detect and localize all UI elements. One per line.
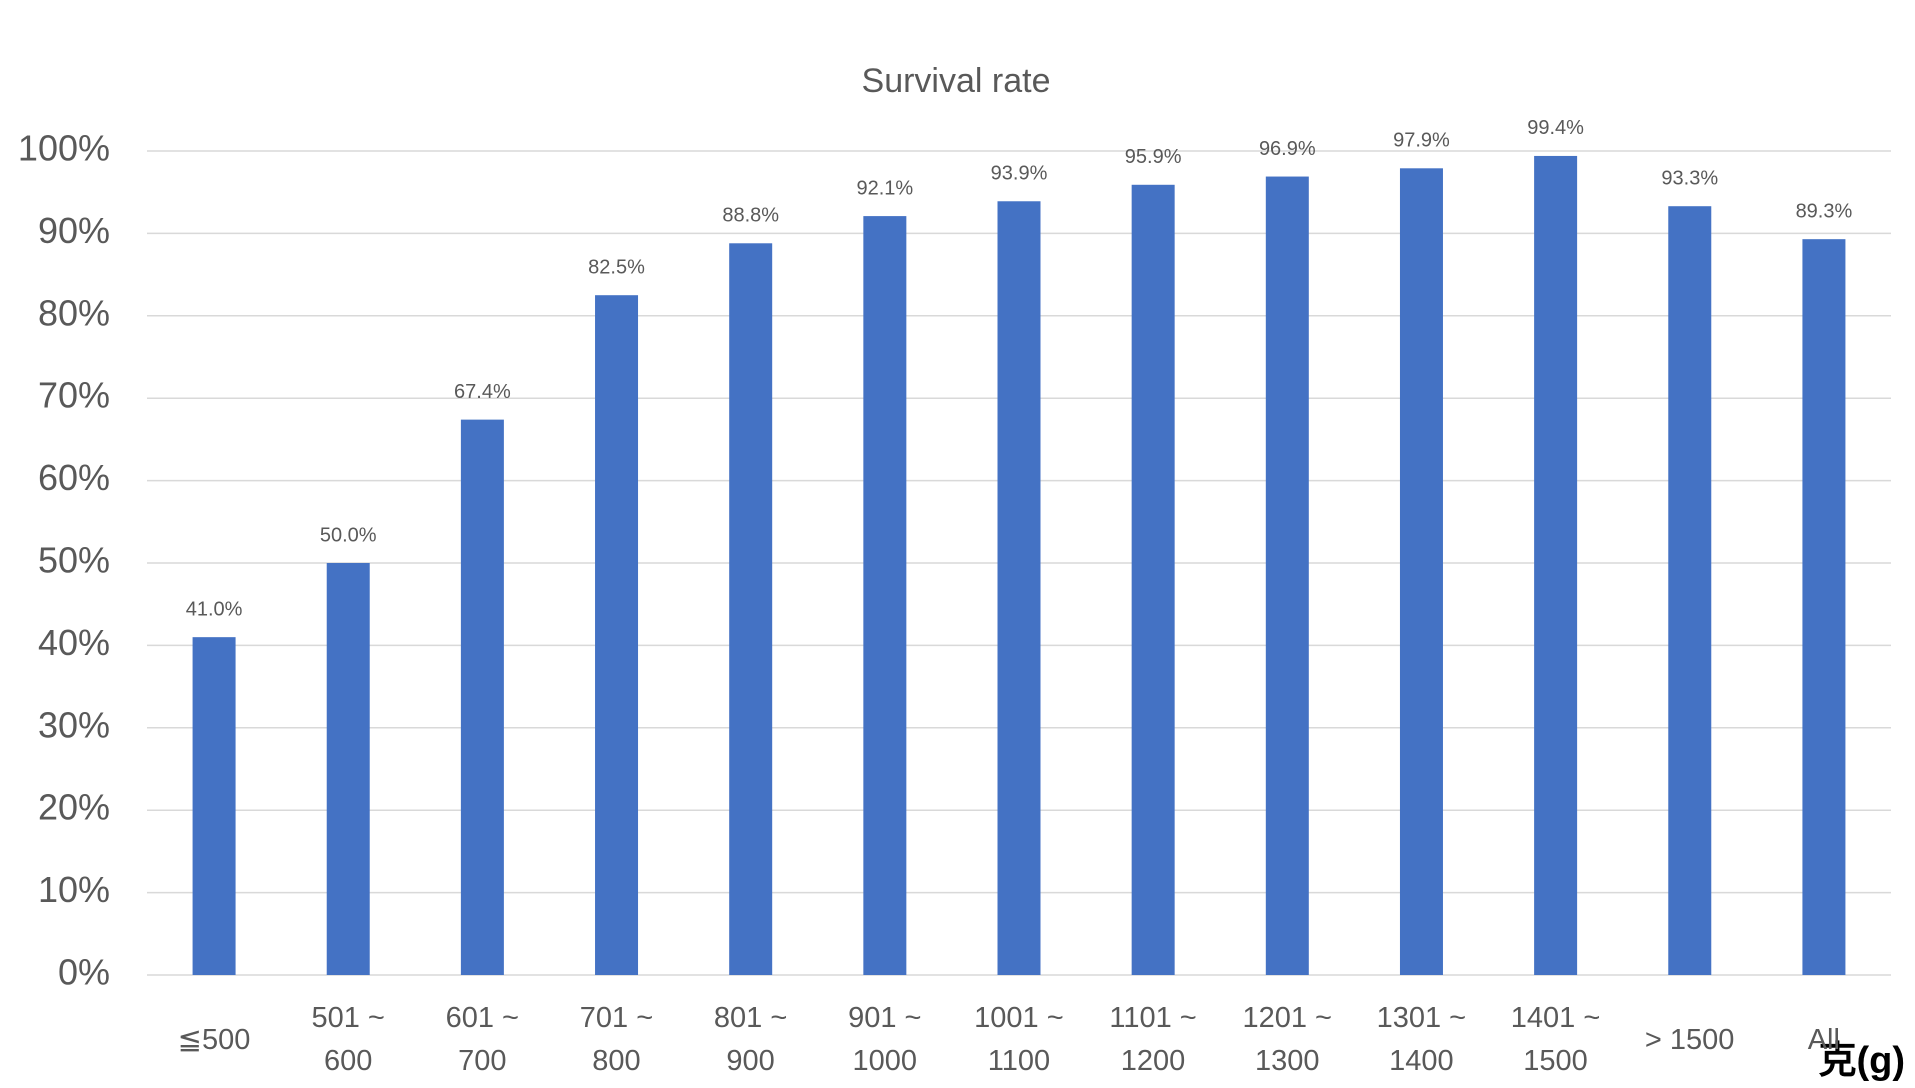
y-tick-label: 90% bbox=[38, 210, 110, 251]
bar bbox=[1802, 239, 1846, 976]
data-label: 95.9% bbox=[1125, 146, 1182, 168]
x-tick-label: 501 ~ 600 bbox=[311, 1002, 385, 1077]
x-tick-label: 1301 ~ 1400 bbox=[1376, 1002, 1467, 1077]
x-tick-label: 1001 ~ 1100 bbox=[974, 1002, 1064, 1077]
x-tick-label: All bbox=[1807, 1023, 1840, 1056]
y-tick-label: 100% bbox=[18, 128, 110, 169]
data-label: 96.9% bbox=[1259, 138, 1316, 160]
data-label: 82.5% bbox=[588, 256, 645, 278]
bar bbox=[326, 563, 370, 975]
y-tick-label: 0% bbox=[58, 952, 110, 993]
chart-title: Survival rate bbox=[862, 62, 1051, 100]
data-label: 88.8% bbox=[722, 205, 779, 227]
bar bbox=[460, 419, 504, 975]
x-tick-label: 701 ~ 800 bbox=[579, 1002, 654, 1077]
y-tick-label: 40% bbox=[38, 622, 110, 663]
data-label: 99.4% bbox=[1527, 117, 1584, 139]
bar bbox=[1668, 206, 1712, 975]
y-tick-label: 80% bbox=[38, 292, 110, 333]
bar bbox=[863, 216, 907, 975]
x-tick-label: 901 ~ 1000 bbox=[848, 1002, 922, 1077]
y-tick-label: 70% bbox=[38, 375, 110, 416]
x-tick-label: 1101 ~ 1200 bbox=[1109, 1002, 1197, 1077]
data-label: 89.3% bbox=[1796, 200, 1853, 222]
bar bbox=[1265, 176, 1309, 975]
x-tick-label: 601 ~ 700 bbox=[445, 1002, 519, 1077]
data-label: 50.0% bbox=[320, 524, 377, 546]
bar bbox=[1534, 155, 1578, 976]
x-axis-label: 克(g) bbox=[1818, 1040, 1905, 1082]
x-tick-label: 1201 ~ 1300 bbox=[1242, 1002, 1332, 1077]
x-tick-label: ≦500 bbox=[177, 1023, 251, 1056]
x-tick-label: > 1500 bbox=[1644, 1023, 1735, 1056]
y-tick-label: 50% bbox=[38, 540, 110, 581]
bar bbox=[1131, 184, 1175, 975]
bar bbox=[192, 637, 236, 975]
bar bbox=[595, 295, 639, 975]
data-label: 93.9% bbox=[991, 163, 1048, 185]
bar bbox=[1399, 168, 1443, 975]
y-tick-label: 20% bbox=[38, 787, 110, 828]
bar bbox=[997, 201, 1041, 976]
y-tick-label: 60% bbox=[38, 457, 110, 498]
data-label: 93.3% bbox=[1661, 167, 1718, 189]
data-label: 97.9% bbox=[1393, 130, 1450, 152]
x-tick-label: 801 ~ 900 bbox=[713, 1002, 788, 1077]
bar bbox=[729, 243, 773, 976]
data-label: 41.0% bbox=[186, 598, 243, 620]
x-tick-label: 1401 ~ 1500 bbox=[1510, 1002, 1601, 1077]
y-tick-label: 10% bbox=[38, 869, 110, 910]
data-label: 67.4% bbox=[454, 381, 511, 403]
y-tick-label: 30% bbox=[38, 704, 110, 745]
data-label: 92.1% bbox=[856, 177, 913, 199]
